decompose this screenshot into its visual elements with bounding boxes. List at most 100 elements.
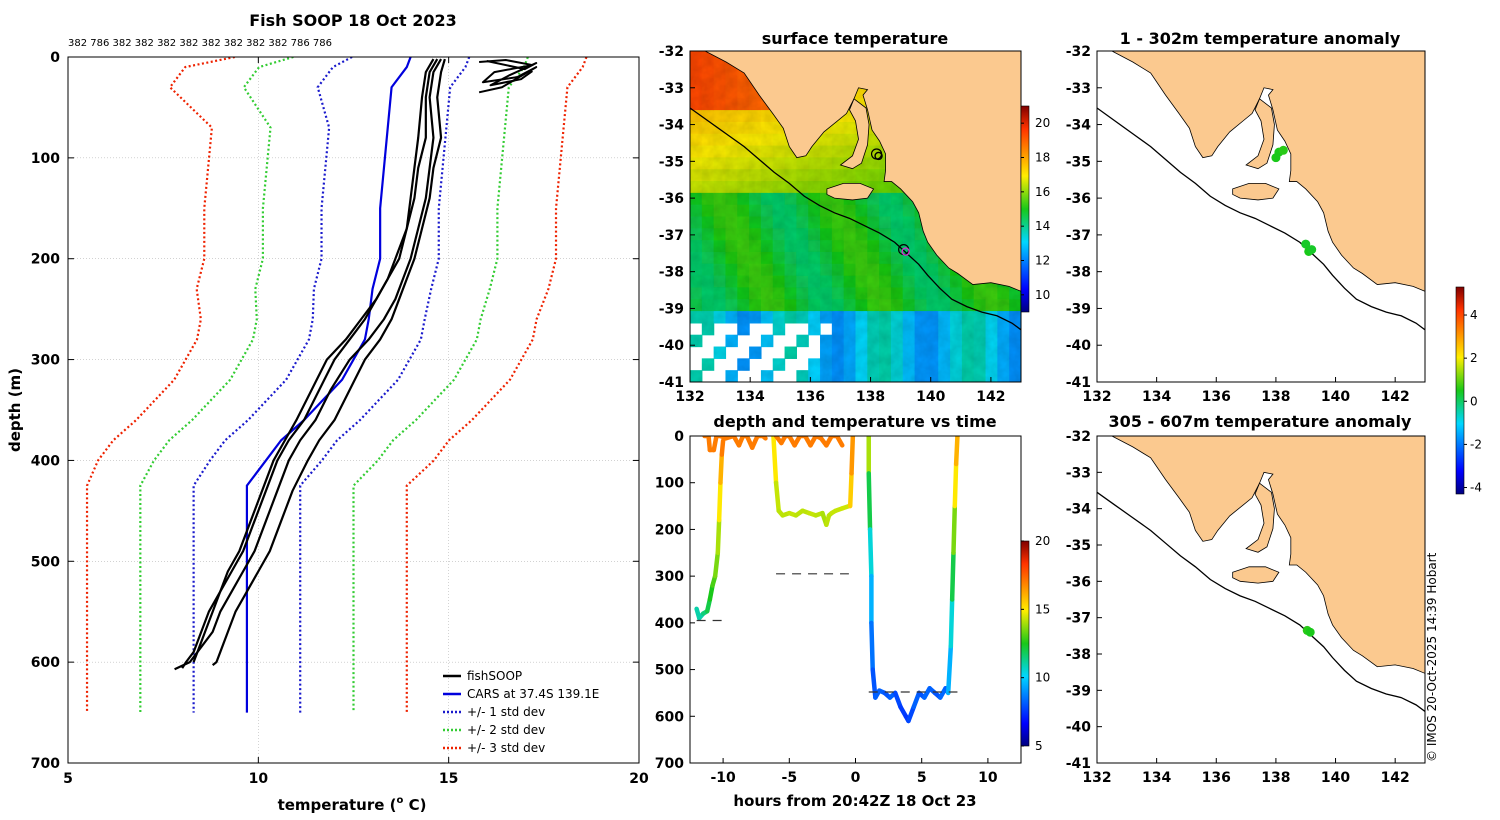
sst-cell (902, 204, 916, 218)
fishsoop-profile (211, 58, 446, 667)
sst-cell (1009, 346, 1021, 359)
sst-cell (725, 157, 738, 170)
sst-cell (737, 216, 750, 229)
sst-cell (796, 204, 809, 218)
sst-cell (855, 240, 868, 253)
sst-cell (784, 181, 797, 194)
sst-cell (772, 251, 786, 265)
sst-cell (926, 334, 939, 348)
x-tick-label: 20 (629, 771, 649, 787)
sst-cell (713, 251, 727, 265)
sst-cell (867, 287, 880, 300)
sst-cell (890, 346, 904, 359)
sst-cell (725, 181, 738, 194)
colorbar-tick-label: 20 (1035, 116, 1050, 130)
sst-cell (690, 133, 703, 147)
sst-cell (890, 263, 904, 277)
sst-cell (784, 157, 797, 170)
sst-cell (772, 204, 786, 218)
sst-cell (820, 275, 833, 289)
x-tick-label: 15 (439, 771, 458, 787)
sst-cell (855, 251, 868, 265)
sst-cell (701, 98, 715, 111)
sst-cell (843, 358, 857, 371)
sst-cell (808, 240, 821, 253)
anomaly-point (1307, 245, 1317, 255)
y-tick-label: 600 (655, 709, 684, 725)
sst-cell (784, 216, 797, 229)
sst-cell (831, 133, 845, 147)
y-tick-label: -40 (1066, 720, 1092, 736)
sst-cell (690, 228, 703, 241)
sst-cell (796, 157, 809, 170)
colorbar-tick-label: 5 (1035, 739, 1043, 753)
sst-cell (808, 181, 821, 194)
colorbar-tick-label: 14 (1035, 219, 1050, 233)
sst-cell (879, 228, 892, 241)
sst-cell (701, 251, 715, 265)
sst-cell (760, 204, 774, 218)
sst-cell (879, 322, 892, 336)
colorbar-tick-label: 0 (1470, 394, 1478, 408)
sst-cell (760, 216, 774, 229)
x-tick-label: 10 (249, 771, 269, 787)
y-tick-label: -35 (1066, 538, 1091, 554)
sst-cell (737, 240, 750, 253)
y-tick-label: -35 (659, 154, 684, 170)
sst-cell (890, 358, 904, 371)
land-yorke-peninsula (839, 98, 870, 170)
sst-cell (831, 169, 845, 182)
sst-cell (725, 240, 738, 253)
sst-cell (926, 251, 939, 265)
sst-cell (926, 299, 939, 312)
sst-cell (902, 275, 916, 289)
sst-cell (713, 62, 727, 76)
y-tick-label: -34 (1066, 118, 1092, 134)
legend-label: +/- 3 std dev (467, 741, 545, 755)
sst-cell (701, 74, 715, 88)
anomaly-colorbar (1455, 286, 1465, 495)
sst-cell (701, 145, 715, 158)
depth-time-colorbar-ticks: 5 10 15 20 (1021, 534, 1050, 753)
sst-cell (784, 299, 797, 312)
y-tick-label: -38 (1066, 647, 1091, 663)
sst-cell (737, 110, 750, 123)
sst-cell (961, 334, 975, 348)
sst-cell (879, 311, 892, 324)
sst-cell (796, 334, 809, 348)
imos-credit: © IMOS 20-Oct-2025 14:39 Hobart (1425, 552, 1439, 762)
colorbar-tick-label: 10 (1035, 288, 1050, 302)
y-tick-label: -41 (1066, 375, 1091, 391)
colorbar-tick-label: -2 (1470, 437, 1482, 451)
sst-cell (926, 311, 939, 324)
sst-cell (760, 287, 774, 300)
ship-position-marker (901, 247, 910, 256)
land-kangaroo-island (1232, 182, 1280, 201)
sst-cell (701, 287, 715, 300)
sst-cell (725, 216, 738, 229)
sst-cell (914, 322, 928, 336)
sst-cell (690, 299, 703, 312)
sst-cell (961, 370, 975, 382)
sst-cell (855, 346, 868, 359)
sst-cell (855, 287, 868, 300)
y-tick-label: -33 (1066, 81, 1091, 97)
profile-title: Fish SOOP 18 Oct 2023 (249, 11, 457, 30)
depth-time-segment (706, 436, 713, 453)
sst-cell (867, 240, 880, 253)
sst-cell (713, 275, 727, 289)
sst-cell (843, 322, 857, 336)
x-tick-label: 142 (976, 389, 1005, 405)
sst-cell (879, 370, 892, 382)
sst-cell (725, 192, 738, 206)
y-tick-label: -41 (659, 375, 684, 391)
sst-cell (760, 110, 774, 123)
land-mainland (1097, 436, 1425, 674)
std-dev-line (299, 57, 471, 713)
sst-cell (867, 169, 880, 182)
depth-time-xlabel: hours from 20:42Z 18 Oct 23 (733, 792, 976, 810)
profile-ylabel: depth (m) (6, 368, 24, 452)
sst-cell (772, 358, 786, 371)
y-tick-label: 100 (31, 151, 60, 167)
sst-cell (725, 299, 738, 312)
